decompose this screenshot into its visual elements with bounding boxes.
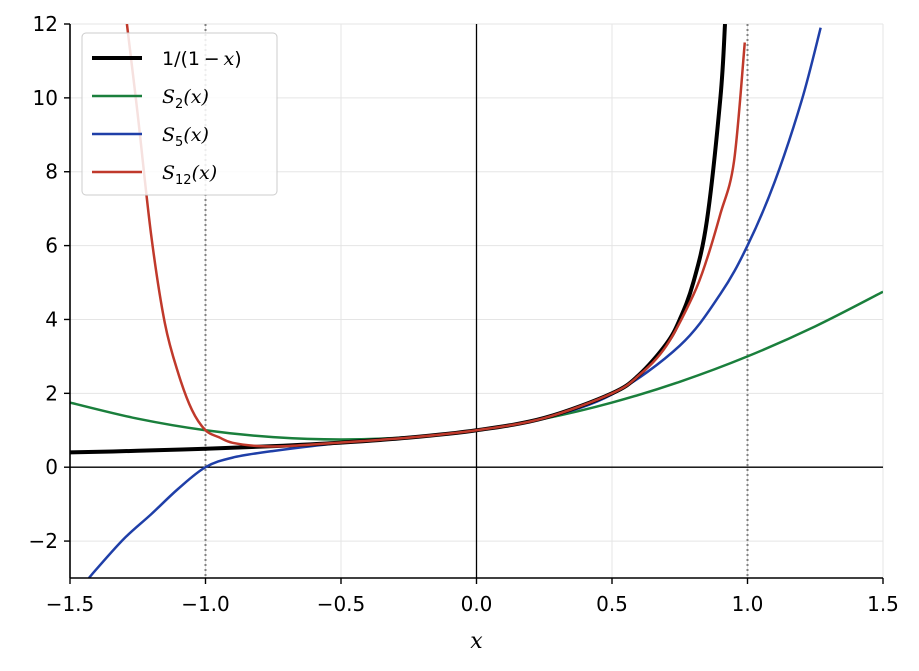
legend-entry: S12(x)	[162, 162, 217, 188]
legend: 1/(1 − x) S2(x) S5(x) S12(x)	[81, 32, 278, 196]
y-tick-label: 2	[45, 381, 58, 405]
legend-entry: S5(x)	[162, 124, 209, 150]
y-tick-label: 12	[33, 12, 58, 36]
x-tick-label: 1.5	[867, 592, 899, 616]
x-tick-label: 0.5	[596, 592, 628, 616]
legend-box	[81, 32, 278, 196]
x-tick-label: 0.0	[461, 592, 493, 616]
y-tick-label: 6	[45, 234, 58, 258]
y-tick-label: 0	[45, 455, 58, 479]
y-tick-label: 4	[45, 307, 58, 331]
ticks: −1.5 −1.0 −0.5 0.0 0.5 1.0 1.5 −2 0 2 4 6 8 10 12	[29, 12, 899, 616]
y-tick-label: 8	[45, 160, 58, 184]
x-tick-label: −1.0	[181, 592, 230, 616]
x-tick-label: −1.5	[46, 592, 95, 616]
x-tick-label: −0.5	[317, 592, 366, 616]
x-axis-label: x	[470, 629, 483, 654]
x-tick-label: 1.0	[732, 592, 764, 616]
y-tick-label: −2	[29, 529, 58, 553]
series-line-3	[125, 24, 747, 448]
plot-area	[70, 24, 883, 578]
y-tick-label: 10	[33, 86, 58, 110]
legend-entry: 1/(1 − x)	[162, 48, 242, 70]
legend-entry: S2(x)	[162, 86, 209, 112]
